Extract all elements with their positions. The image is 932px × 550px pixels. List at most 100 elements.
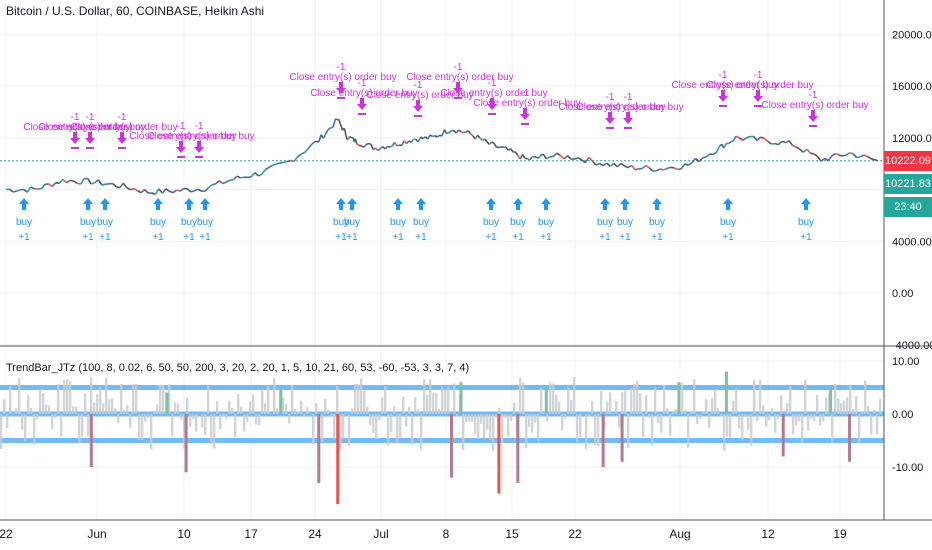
price-tick-label: 20000.00 [892, 29, 932, 41]
oscillator-bar [507, 414, 510, 437]
oscillator-bar [117, 414, 120, 424]
oscillator-bar [840, 403, 843, 414]
buy-label: buy [413, 217, 429, 228]
oscillator-bar [381, 397, 384, 414]
oscillator-bar [270, 413, 273, 414]
oscillator-bar [282, 397, 285, 414]
oscillator-bar [684, 409, 687, 414]
price-segment [680, 163, 686, 170]
oscillator-bar [858, 414, 861, 443]
oscillator-bar [414, 396, 417, 414]
oscillator-bar [831, 414, 834, 443]
price-segment [820, 157, 826, 162]
spike-down [516, 414, 520, 483]
time-tick-label: 15 [505, 527, 519, 541]
price-segment [130, 187, 135, 191]
spike-down [601, 414, 605, 467]
oscillator-bar [72, 406, 75, 414]
price-segment [250, 172, 256, 178]
oscillator-bar [255, 414, 258, 425]
spike-down [89, 414, 93, 467]
price-segment [620, 162, 625, 167]
price-segment [126, 186, 131, 191]
price-segment [345, 135, 348, 140]
oscillator-bar [579, 414, 582, 437]
price-tick-label: 0.00 [892, 288, 913, 300]
price-segment [186, 188, 192, 193]
close-label: Close entry(s) order buy [23, 122, 130, 133]
price-segment [845, 152, 850, 156]
oscillator-bar [585, 414, 588, 450]
price-segment [296, 153, 302, 158]
price-segment [687, 161, 693, 166]
buy-label: buy [197, 217, 213, 228]
oscillator-bar [753, 379, 756, 414]
buy-arrow [336, 198, 346, 210]
price-segment [26, 186, 32, 193]
oscillator-bar [843, 400, 846, 414]
price-segment [368, 142, 372, 146]
oscillator-bar [120, 384, 123, 414]
close-qty-label: -1 [754, 70, 763, 81]
oscillator-bar [42, 393, 45, 414]
oscillator-bar [519, 377, 522, 414]
oscillator-bar [441, 386, 444, 414]
oscillator-bar [639, 393, 642, 414]
spike-down [497, 414, 501, 494]
price-segment [62, 178, 67, 184]
price-segment [484, 138, 488, 143]
buy-label: buy [80, 217, 96, 228]
oscillator-bar [438, 408, 441, 414]
oscillator-bar [51, 414, 54, 430]
price-segment [393, 141, 398, 147]
price-segment [588, 156, 594, 162]
oscillator-bar [147, 414, 150, 419]
price-segment [161, 188, 167, 194]
oscillator-bar [477, 414, 480, 440]
oscillator-bar [567, 386, 570, 414]
price-segment [763, 137, 769, 143]
oscillator-bar [636, 380, 639, 414]
oscillator-bar [312, 414, 315, 445]
oscillator-bar [237, 394, 240, 414]
oscillator-bar [369, 414, 372, 426]
buy-qty-label: +1 [540, 232, 552, 243]
price-segment [531, 155, 535, 158]
price-segment [543, 154, 547, 160]
oscillator-bar [471, 414, 474, 422]
oscillator-bar [207, 385, 210, 414]
price-segment [746, 135, 751, 139]
price-segment [197, 188, 202, 192]
price-segment [408, 140, 412, 143]
price-segment [208, 184, 213, 189]
price-segment [311, 140, 316, 145]
oscillator-bar [729, 414, 732, 438]
price-segment [810, 152, 815, 155]
close-arrow [357, 98, 367, 110]
oscillator-bar [780, 395, 783, 414]
indicator-oscillator [0, 377, 882, 451]
buy-qty-label: +1 [722, 232, 734, 243]
buy-qty-label: +1 [599, 232, 611, 243]
oscillator-bar [264, 403, 267, 414]
price-segment [363, 144, 367, 148]
spike-up [829, 387, 833, 414]
oscillator-bar [93, 402, 96, 414]
oscillator-bar [504, 414, 507, 418]
oscillator-bar [315, 402, 318, 414]
indicator-title: TrendBar_JTz (100, 8, 0.02, 6, 50, 50, 2… [6, 362, 470, 374]
oscillator-bar [366, 406, 369, 414]
oscillator-bar [483, 414, 486, 439]
oscillator-bar [162, 385, 165, 414]
oscillator-bar [204, 414, 207, 435]
time-tick-label: 24 [308, 527, 322, 541]
buy-qty-label: +1 [183, 232, 195, 243]
oscillator-bar [792, 414, 795, 435]
buy-arrow [393, 198, 403, 210]
oscillator-bar [867, 405, 870, 414]
oscillator-bar [555, 394, 558, 414]
buy-arrow [100, 198, 110, 210]
oscillator-bar [3, 399, 6, 414]
price-segment [777, 140, 783, 146]
